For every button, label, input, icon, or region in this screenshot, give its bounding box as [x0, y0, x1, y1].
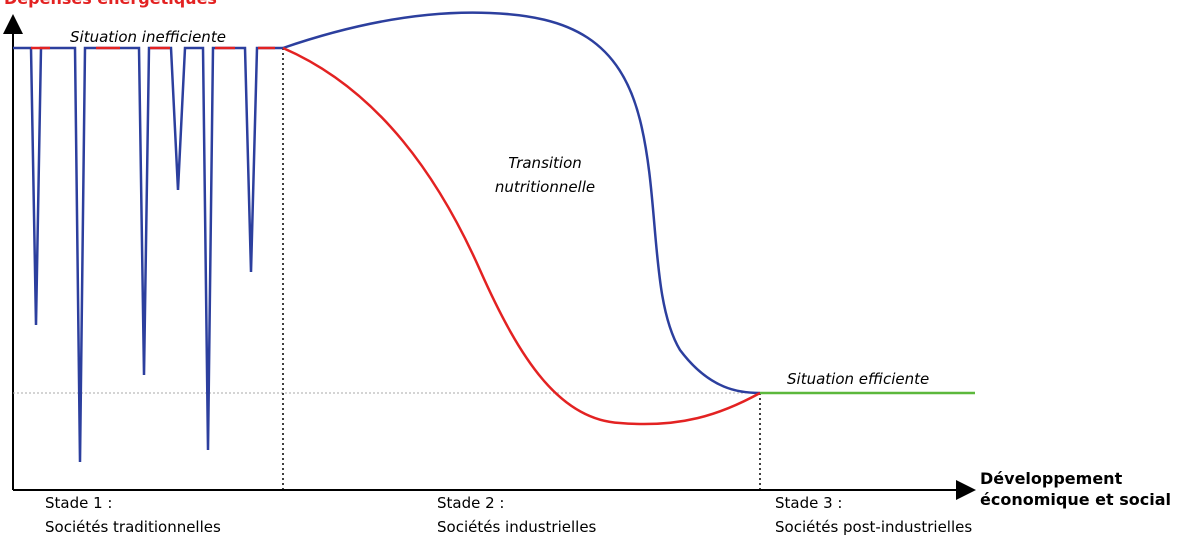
annotation: nutritionnelle — [495, 178, 595, 196]
annotation: Transition — [508, 154, 582, 172]
stage-title: Stade 3 : — [775, 494, 842, 512]
stage-label: Sociétés industrielles — [437, 518, 597, 536]
red-curve — [282, 46, 761, 426]
stage-label: Sociétés post-industrielles — [775, 518, 972, 536]
annotation: Situation inefficiente — [70, 28, 226, 46]
annotation: Situation efficiente — [787, 370, 929, 388]
x-axis-label: Développement — [980, 469, 1123, 488]
traditional-curve — [13, 46, 283, 463]
stage-label: Sociétés traditionnelles — [45, 518, 221, 536]
x-axis-label: économique et social — [980, 490, 1171, 509]
stage-title: Stade 2 : — [437, 494, 504, 512]
stage-title: Stade 1 : — [45, 494, 112, 512]
blue-curve — [282, 11, 761, 395]
y-axis-label: Dépenses énergétiques — [4, 0, 217, 8]
